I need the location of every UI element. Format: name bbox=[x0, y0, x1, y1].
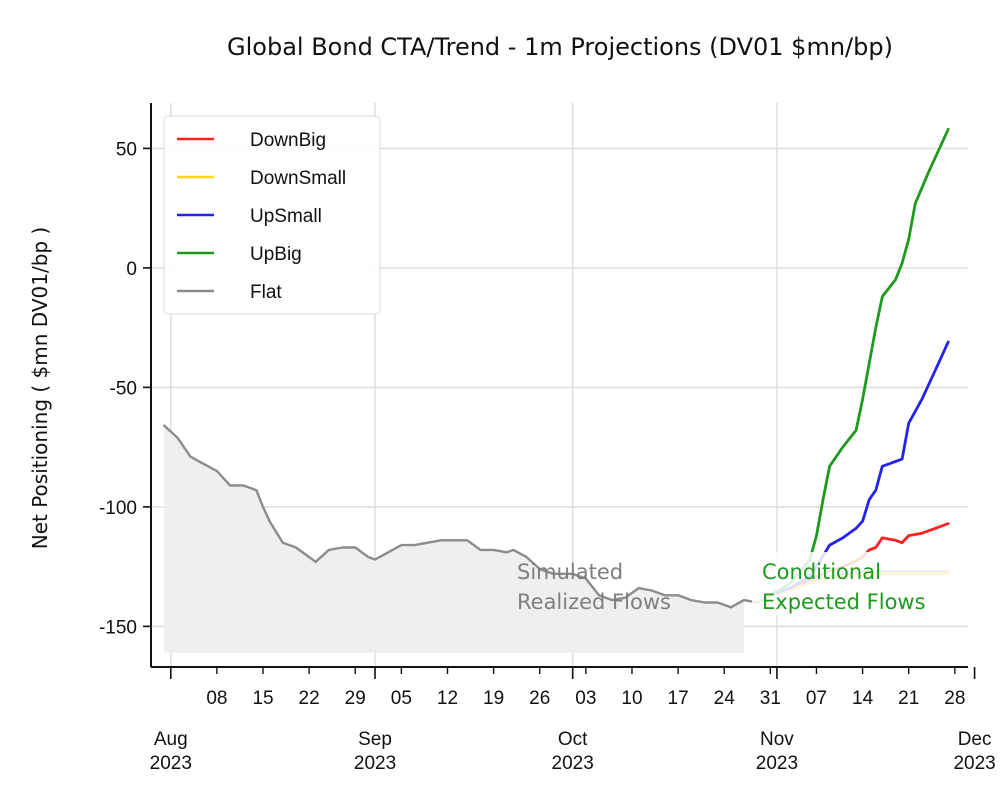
x-month-tick-label: 2023 bbox=[354, 753, 396, 774]
x-day-tick-label: 29 bbox=[345, 688, 366, 709]
y-tick-label: 0 bbox=[126, 259, 137, 280]
x-day-tick-label: 31 bbox=[760, 688, 781, 709]
legend-label-upbig: UpBig bbox=[250, 244, 302, 265]
y-tick-label: 50 bbox=[116, 139, 137, 160]
annotation-realized-line: Realized Flows bbox=[517, 590, 671, 614]
x-day-tick-label: 24 bbox=[714, 688, 736, 709]
x-day-tick-label: 10 bbox=[621, 688, 642, 709]
chart-title: Global Bond CTA/Trend - 1m Projections (… bbox=[227, 33, 893, 61]
legend-label-downsmall: DownSmall bbox=[250, 168, 346, 189]
annotation-realized-line: Simulated bbox=[517, 560, 623, 584]
x-day-tick-label: 26 bbox=[529, 688, 550, 709]
x-day-tick-label: 21 bbox=[898, 688, 919, 709]
annotation-expected-line: Expected Flows bbox=[762, 590, 926, 614]
x-day-tick-label: 14 bbox=[852, 688, 874, 709]
legend-label-upsmall: UpSmall bbox=[250, 206, 322, 227]
x-day-tick-label: 22 bbox=[299, 688, 320, 709]
x-month-tick-label: Dec bbox=[958, 729, 992, 750]
x-month-tick-label: 2023 bbox=[552, 753, 594, 774]
y-tick-label: -150 bbox=[99, 617, 137, 638]
legend-label-flat: Flat bbox=[250, 282, 282, 303]
legend-label-downbig: DownBig bbox=[250, 130, 326, 151]
series-line-upbig bbox=[768, 127, 950, 597]
x-day-tick-label: 08 bbox=[206, 688, 227, 709]
x-month-tick-label: 2023 bbox=[756, 753, 798, 774]
x-day-tick-label: 05 bbox=[391, 688, 412, 709]
y-tick-label: -50 bbox=[110, 378, 137, 399]
x-day-tick-label: 28 bbox=[944, 688, 965, 709]
x-day-tick-label: 07 bbox=[806, 688, 827, 709]
y-tick-label: -100 bbox=[99, 498, 137, 519]
legend-box bbox=[163, 115, 381, 315]
annotations: Simulated Realized Flows Conditional Expect… bbox=[517, 552, 960, 616]
x-month-tick-label: 2023 bbox=[150, 753, 192, 774]
x-day-tick-label: 12 bbox=[437, 688, 458, 709]
x-day-tick-label: 17 bbox=[668, 688, 689, 709]
annotation-expected-line: Conditional bbox=[762, 560, 881, 584]
x-day-tick-label: 19 bbox=[483, 688, 504, 709]
x-month-tick-label: Nov bbox=[760, 729, 794, 750]
x-day-tick-label: 15 bbox=[252, 688, 273, 709]
x-month-tick-label: Oct bbox=[558, 729, 588, 750]
x-day-tick-label: 03 bbox=[575, 688, 596, 709]
x-month-tick-label: Sep bbox=[358, 729, 392, 750]
legend: DownBig DownSmall UpSmall UpBig Flat bbox=[163, 115, 381, 315]
annotation-background bbox=[752, 552, 960, 616]
y-axis-label: Net Positioning ( $mn DV01/bp ) bbox=[28, 227, 52, 550]
x-month-tick-label: 2023 bbox=[953, 753, 995, 774]
x-month-tick-label: Aug bbox=[154, 729, 188, 750]
axes: 50 0 -50 -100 -150 08 15 22 29 05 12 19 26 03 10 17 24 31… bbox=[99, 103, 996, 774]
